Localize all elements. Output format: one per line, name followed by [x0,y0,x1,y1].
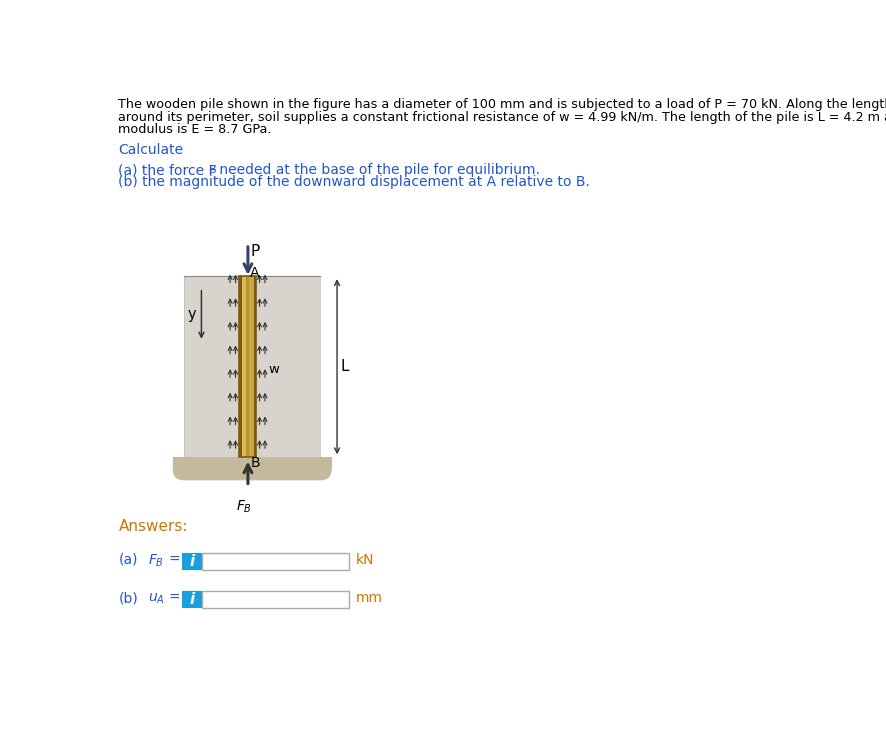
Bar [246,276,249,457]
Bar [173,457,331,469]
Text: (a) the force F: (a) the force F [119,163,217,177]
Bar [184,276,320,457]
Text: (b): (b) [119,591,138,605]
Bar [254,276,256,457]
Bar [184,276,320,457]
Text: i: i [190,592,195,607]
Text: y: y [187,307,196,322]
Bar [239,276,242,457]
Bar [202,591,349,608]
Text: (b) the magnitude of the downward displacement at A relative to B.: (b) the magnitude of the downward displa… [119,174,590,188]
Text: The wooden pile shown in the figure has a diameter of 100 mm and is subjected to: The wooden pile shown in the figure has … [119,99,886,112]
Text: =: = [169,591,181,605]
Text: A: A [250,266,260,280]
Text: L: L [341,359,349,374]
Text: $u_A$: $u_A$ [148,591,165,606]
Text: mm: mm [355,591,383,605]
Text: B: B [209,166,217,175]
Text: Answers:: Answers: [119,519,188,534]
FancyBboxPatch shape [173,457,331,480]
Text: B: B [250,456,260,469]
Text: i: i [190,553,195,569]
Text: $F_B$: $F_B$ [148,553,164,569]
Bar [243,276,245,457]
Text: Calculate: Calculate [119,143,183,157]
Text: kN: kN [355,553,374,566]
Text: =: = [169,553,181,566]
Text: needed at the base of the pile for equilibrium.: needed at the base of the pile for equil… [215,163,540,177]
Text: P: P [250,244,260,259]
Bar [202,553,349,569]
Bar [182,591,202,608]
Bar [182,553,202,569]
Text: w: w [268,363,280,376]
Text: $F_B$: $F_B$ [236,499,253,515]
Text: (a): (a) [119,553,138,566]
Text: modulus is E = 8.7 GPa.: modulus is E = 8.7 GPa. [119,123,272,136]
Text: around its perimeter, soil supplies a constant frictional resistance of w = 4.99: around its perimeter, soil supplies a co… [119,111,886,123]
Bar [239,276,256,457]
Bar [239,276,256,457]
